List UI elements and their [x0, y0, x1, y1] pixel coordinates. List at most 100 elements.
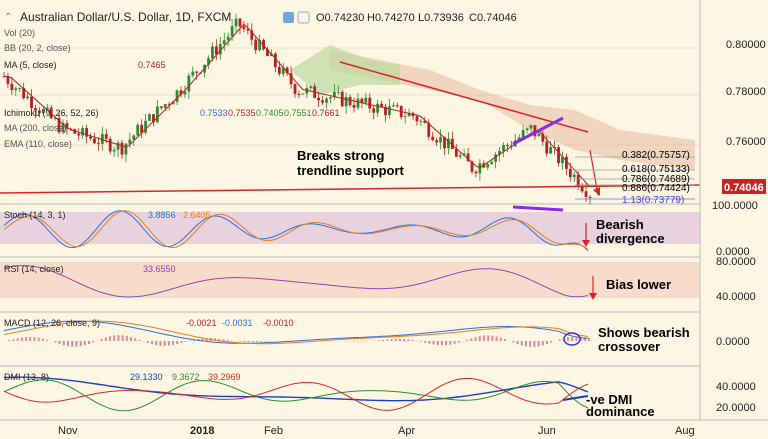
candle-body: [309, 86, 313, 88]
candle-body: [506, 145, 509, 147]
candle-body: [529, 125, 533, 129]
macd-hist-bar: [588, 337, 590, 341]
bb-label: BB (20, 2, close): [4, 43, 71, 53]
macd-hist-bar: [121, 335, 124, 341]
macd-hist-bar: [516, 341, 519, 345]
candle-body: [557, 147, 560, 164]
x-tick-jun: Jun: [538, 425, 556, 437]
candle-body: [521, 130, 525, 138]
macd-hist-bar: [243, 341, 246, 342]
macd-hist-bar: [583, 337, 586, 341]
macd-hist-bar: [398, 338, 401, 341]
macd-hist-bar: [575, 336, 578, 341]
candle-body: [57, 117, 61, 133]
candle-body: [26, 96, 29, 99]
candle-body: [81, 128, 85, 136]
candle-body: [549, 147, 553, 154]
price-tick-078: 0.78000: [726, 86, 766, 98]
current-price-tag: [722, 179, 766, 194]
support-trendline: [0, 184, 701, 194]
candle-body: [415, 116, 419, 122]
candle-body: [183, 91, 187, 95]
stoch-arrow-head: [582, 240, 590, 247]
ichimoku-value-1: 0.7533: [200, 108, 228, 118]
macd-hist-bar: [75, 341, 78, 347]
price-arrow-head: [593, 187, 600, 196]
macd-hist-bar: [176, 341, 179, 345]
collapse-icon[interactable]: ⌃: [4, 12, 12, 23]
candle-body: [37, 110, 41, 114]
candle-body: [478, 163, 482, 174]
macd-hist-bar: [201, 338, 204, 341]
macd-hist-bar: [495, 336, 498, 341]
macd-hist-bar: [445, 341, 448, 346]
candle-body: [226, 36, 230, 41]
annotation-breaks: Breaks strong: [297, 148, 384, 163]
price-tick-080: 0.80000: [726, 39, 766, 51]
rsi-label: RSI (14, close): [4, 264, 64, 274]
candle-body: [317, 97, 321, 101]
annotation-dominance: dominance: [586, 404, 655, 419]
candle-body: [321, 100, 324, 103]
ichimoku-value-4: 0.7551: [284, 108, 312, 118]
macd-hist-bar: [503, 339, 506, 341]
candle-body: [77, 133, 81, 136]
candle-body: [285, 67, 289, 74]
candle-body: [34, 108, 37, 111]
macd-hist-bar: [524, 341, 527, 347]
dmi-adx-line: [3, 376, 589, 402]
dmi-label: DMI (13, 8): [4, 372, 49, 382]
macd-hist-bar: [499, 337, 502, 341]
macd-hist-bar: [260, 341, 263, 342]
candle-body: [423, 120, 427, 123]
eye-icon[interactable]: [283, 12, 294, 23]
candle-body: [568, 168, 572, 178]
macd-hist-bar: [449, 341, 452, 345]
x-tick-apr: Apr: [398, 425, 415, 437]
stoch-label: Stoch (14, 3, 1): [4, 210, 66, 220]
settings-icon[interactable]: [297, 11, 310, 24]
candle-body: [427, 122, 431, 137]
macd-hist-bar: [457, 341, 460, 343]
candle-body: [277, 66, 281, 74]
macd-hist-bar: [239, 341, 242, 342]
candle-body: [132, 135, 136, 140]
candle-body: [301, 93, 305, 95]
macd-hist-bar: [382, 339, 385, 341]
macd-hist-bar: [545, 341, 548, 345]
candle-body: [502, 145, 505, 152]
candle-body: [388, 106, 391, 116]
ma5-value: 0.7465: [138, 60, 166, 70]
candle-body: [65, 123, 69, 129]
macd-hist-bar: [386, 339, 389, 341]
macd-hist-bar: [159, 341, 162, 346]
candle-body: [572, 174, 576, 178]
candle-body: [360, 98, 364, 103]
annotation-bias: Bias lower: [606, 277, 671, 292]
price-tick-076: 0.76000: [726, 136, 766, 148]
macd-hist-bar: [8, 340, 11, 341]
dmi-value-1: 29.1330: [130, 372, 163, 382]
macd-hist-bar: [537, 341, 540, 347]
rsi-tick-80: 80.0000: [716, 256, 756, 268]
candle-body: [447, 138, 450, 149]
macd-hist-bar: [20, 337, 23, 341]
macd-hist-bar: [146, 341, 149, 343]
candle-body: [541, 133, 545, 142]
candle-body: [561, 156, 564, 164]
candle-body: [53, 117, 57, 119]
macd-hist-bar: [377, 340, 380, 341]
ohlc-o: O0.74230: [316, 12, 364, 24]
macd-hist-bar: [163, 341, 166, 346]
macd-hist-bar: [394, 338, 397, 341]
candle-body: [435, 140, 439, 143]
candle-body: [195, 71, 199, 73]
candle-body: [462, 153, 466, 156]
candle-body: [128, 139, 132, 144]
macd-hist-bar: [83, 341, 86, 346]
macd-hist-bar: [134, 338, 137, 341]
macd-value-3: -0.0010: [263, 318, 294, 328]
macd-value-2: -0.0031: [222, 318, 253, 328]
macd-hist-bar: [16, 338, 19, 341]
candle-body: [10, 83, 14, 91]
